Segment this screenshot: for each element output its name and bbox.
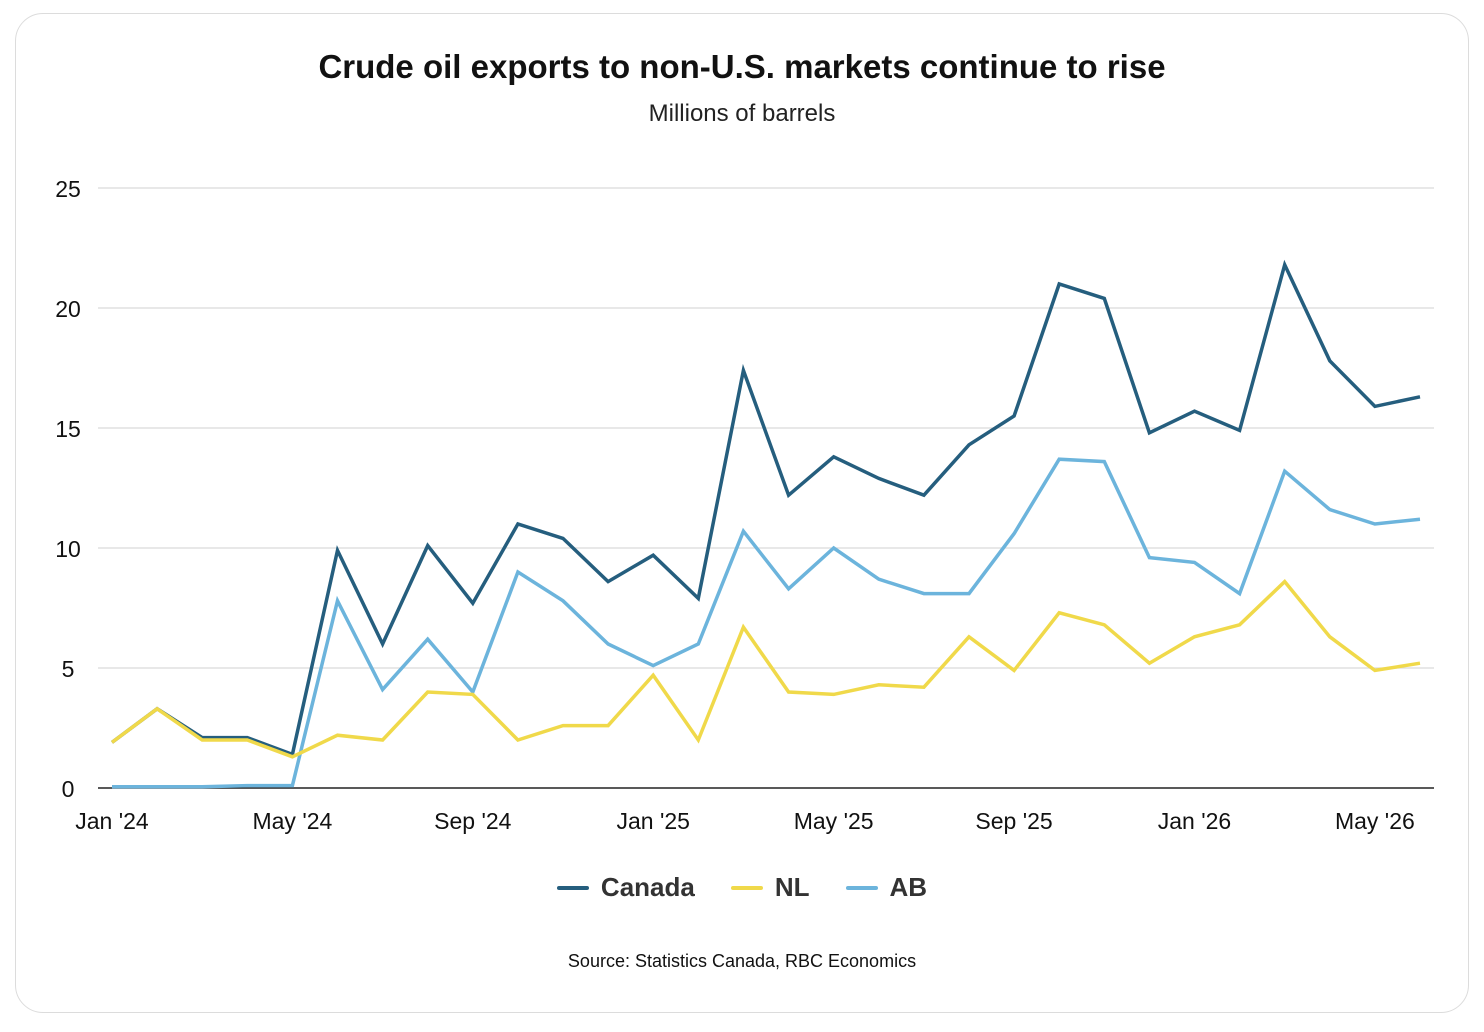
y-tick-label: 15 (55, 416, 81, 442)
legend-swatch-canada (556, 885, 589, 890)
legend-label-ab: AB (889, 872, 928, 902)
legend-item-canada[interactable]: Canada (556, 872, 695, 903)
chart-card (15, 13, 1469, 1013)
x-tick-label: Jan '26 (1158, 808, 1231, 834)
x-tick-label: Sep '24 (434, 808, 511, 834)
source-note: Source: Statistics Canada, RBC Economics (567, 951, 917, 971)
chart-subtitle: Millions of barrels (648, 100, 836, 127)
series-line-nl (110, 579, 1421, 759)
y-tick-label: 25 (55, 176, 81, 202)
y-tick-label: 20 (55, 296, 81, 322)
legend-item-ab[interactable]: AB (845, 872, 928, 903)
x-tick-label: Jan '25 (617, 808, 690, 834)
legend-item-nl[interactable]: NL (730, 872, 810, 903)
legend-swatch-nl (730, 885, 763, 890)
y-tick-label: 0 (62, 776, 75, 802)
x-tick-label: May '26 (1335, 808, 1415, 834)
chart-title: Crude oil exports to non-U.S. markets co… (318, 48, 1166, 85)
series-line-canada (110, 259, 1421, 757)
legend-swatch-ab (845, 885, 878, 890)
x-tick-label: Jan '24 (75, 808, 149, 834)
y-tick-label: 5 (62, 656, 75, 682)
legend: Canada NL AB (0, 872, 1484, 903)
legend-label-canada: Canada (600, 872, 695, 902)
x-tick-label: Sep '25 (975, 808, 1052, 834)
x-tick-label: May '25 (794, 808, 874, 834)
x-tick-label: May '24 (252, 808, 332, 834)
y-tick-label: 10 (55, 536, 81, 562)
series-line-ab (112, 457, 1421, 789)
legend-label-nl: NL (774, 872, 810, 902)
